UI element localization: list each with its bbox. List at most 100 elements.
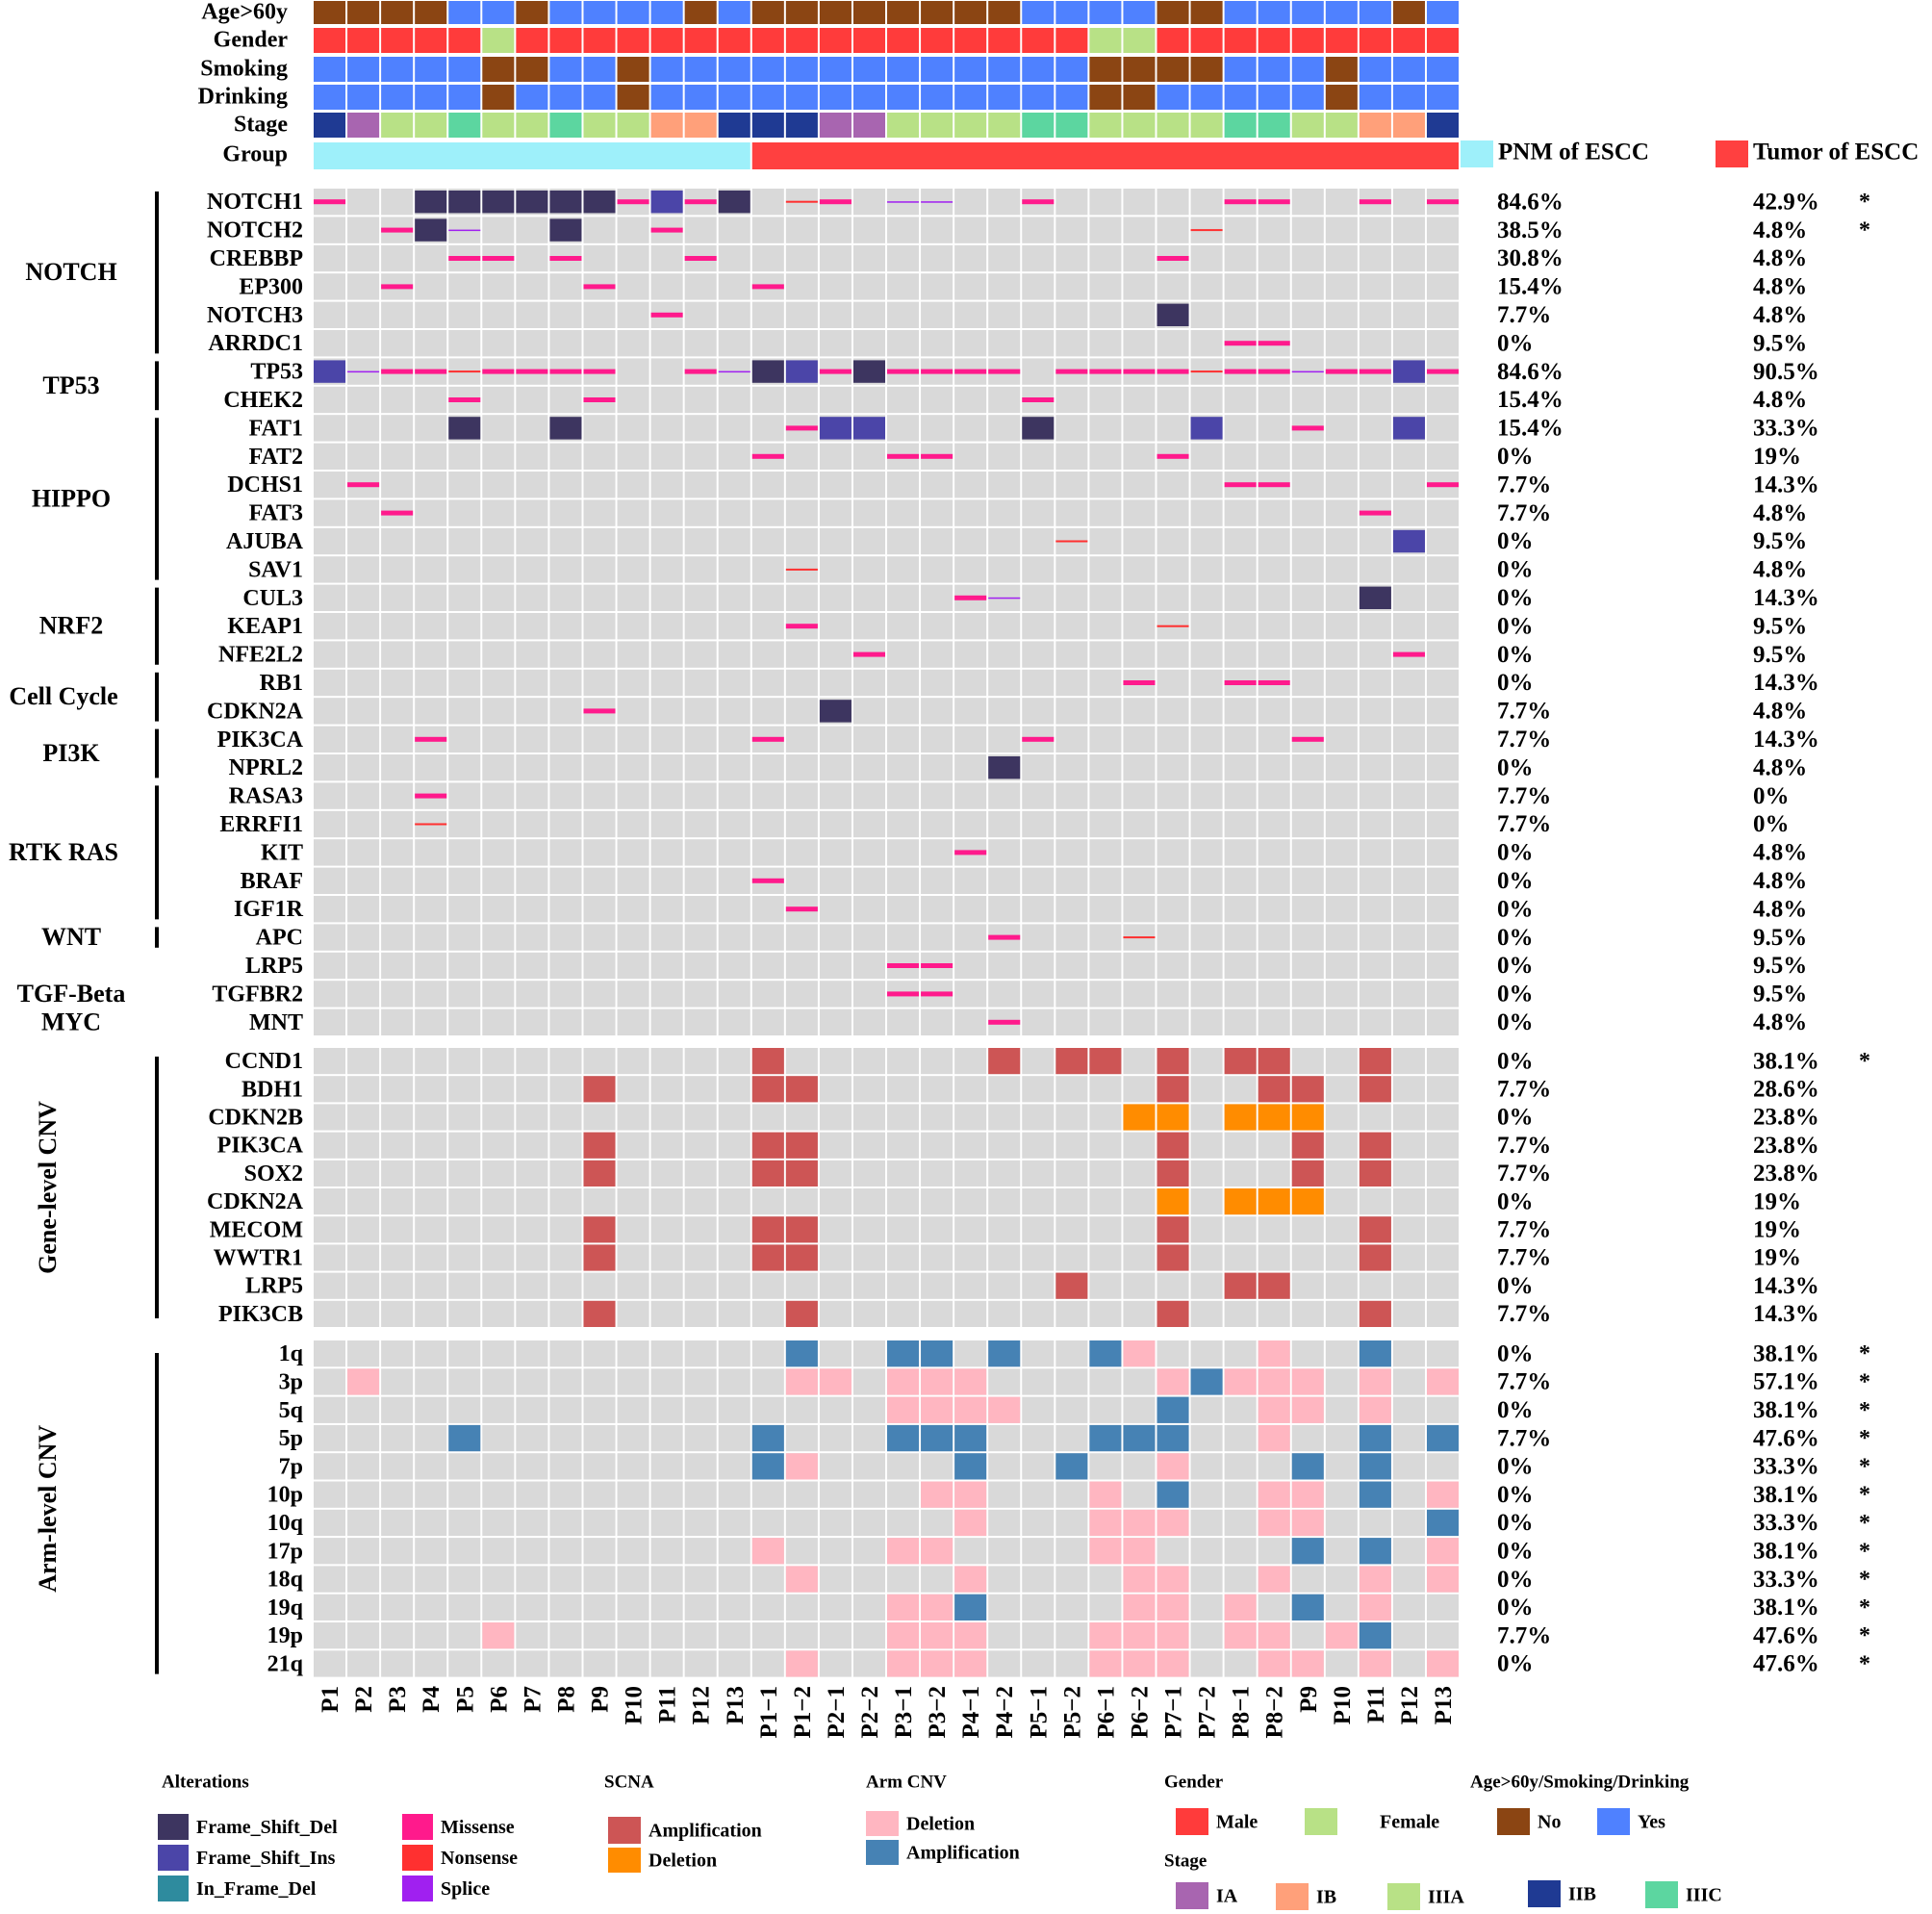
grid-cell: [1392, 1216, 1425, 1243]
grid-cell: [1157, 669, 1189, 697]
grid-cell: [448, 1008, 481, 1035]
grid-cell: [1392, 217, 1425, 243]
annotation-cell: [1426, 28, 1460, 53]
grid-cell: [1392, 584, 1425, 611]
grid-cell: [1055, 1622, 1088, 1649]
tumor-frequency: 38.1%: [1753, 1482, 1819, 1508]
grid-cell: [347, 952, 380, 980]
grid-cell: [988, 443, 1021, 470]
annotation-cell: [617, 57, 649, 82]
grid-cell: [1258, 867, 1290, 894]
grid-cell: [549, 1272, 582, 1299]
grid-cell: [516, 952, 548, 980]
grid-cell: [516, 1396, 548, 1423]
grid-cell: [1157, 499, 1189, 526]
grid-cell: [516, 613, 548, 640]
pnm-frequency: 7.7%: [1497, 302, 1551, 328]
grid-cell: [448, 1132, 481, 1159]
grid-cell: [516, 1300, 548, 1327]
grid-cell: [684, 1160, 717, 1187]
grid-cell: [852, 754, 886, 781]
grid-cell: [1055, 867, 1088, 894]
grid-cell: [415, 1566, 447, 1593]
grid-cell: [684, 641, 717, 668]
grid-cell: [1291, 443, 1324, 470]
grid-cell: [381, 613, 414, 640]
legend-scna-label: Deletion: [648, 1850, 717, 1872]
grid-cell: [1291, 1424, 1324, 1452]
grid-cell: [785, 217, 818, 243]
grid-cell: [887, 273, 920, 300]
grid-cell: [583, 726, 616, 753]
grid-cell: [381, 1566, 414, 1593]
gene-label: APC: [256, 926, 303, 951]
grid-cell: [887, 584, 920, 611]
grid-cell: [448, 1244, 481, 1271]
mutation-mark: [1258, 199, 1290, 205]
annotation-cell: [1258, 85, 1290, 110]
pnm-frequency: 0%: [1497, 1048, 1534, 1074]
grid-cell: [785, 839, 818, 866]
annotation-label: Age>60y: [201, 0, 288, 25]
mutation-mark: [482, 191, 515, 214]
grid-cell: [1325, 1453, 1358, 1480]
tumor-frequency: 9.5%: [1753, 925, 1807, 951]
grid-cell: [617, 1622, 649, 1649]
grid-cell: [1224, 1076, 1257, 1103]
annotation-cell: [650, 57, 683, 82]
mutation-mark: [1224, 199, 1257, 205]
grid-cell: [1089, 924, 1122, 951]
grid-cell: [1190, 1008, 1223, 1035]
pnm-frequency: 0%: [1497, 528, 1534, 554]
tumor-frequency: 33.3%: [1753, 1454, 1819, 1480]
gene-label: CDKN2A: [207, 699, 304, 724]
gene-label: MNT: [249, 1010, 303, 1035]
grid-cell: [1291, 217, 1324, 243]
gene-label: RB1: [260, 671, 303, 696]
grid-cell: [1325, 613, 1358, 640]
grid-cell: [1291, 613, 1324, 640]
grid-cell: [516, 1132, 548, 1159]
annotation-cell: [1157, 85, 1189, 110]
grid-cell: [1392, 1481, 1425, 1508]
annotation-cell: [852, 1, 886, 24]
grid-cell: [988, 726, 1021, 753]
annotation-cell: [988, 57, 1021, 82]
cnv-amplification-cell: [1258, 1048, 1290, 1075]
grid-cell: [887, 1272, 920, 1299]
grid-cell: [718, 1340, 750, 1367]
pnm-frequency: 7.7%: [1497, 727, 1551, 753]
grid-cell: [718, 1300, 750, 1327]
grid-cell: [1291, 1008, 1324, 1035]
annotation-cell: [954, 113, 987, 138]
grid-cell: [921, 1300, 953, 1327]
gene-label: NOTCH3: [207, 303, 303, 328]
mutation-mark: [1258, 369, 1290, 374]
grid-cell: [482, 782, 515, 809]
grid-cell: [718, 472, 750, 498]
grid-cell: [482, 556, 515, 583]
grid-cell: [1089, 641, 1122, 668]
annotation-cell: [1055, 1, 1088, 24]
sample-label: P4: [419, 1686, 445, 1713]
grid-cell: [381, 1481, 414, 1508]
grid-cell: [1258, 924, 1290, 951]
legend-arm-label: Amplification: [906, 1843, 1020, 1864]
grid-cell: [415, 273, 447, 300]
grid-cell: [1224, 1650, 1257, 1677]
grid-cell: [650, 981, 683, 1008]
mutation-mark: [1022, 199, 1055, 205]
grid-cell: [516, 443, 548, 470]
grid-cell: [549, 1048, 582, 1075]
grid-cell: [617, 1160, 649, 1187]
grid-cell: [314, 1396, 346, 1423]
grid-cell: [482, 1566, 515, 1593]
grid-cell: [549, 472, 582, 498]
legend-alteration-label: In_Frame_Del: [196, 1878, 317, 1900]
pnm-frequency: 0%: [1497, 1340, 1534, 1366]
mutation-mark: [1190, 229, 1223, 232]
tumor-frequency: 28.6%: [1753, 1077, 1819, 1103]
grid-cell: [785, 669, 818, 697]
legend-arm-swatch: [866, 1840, 899, 1865]
mutation-mark: [1123, 936, 1156, 939]
